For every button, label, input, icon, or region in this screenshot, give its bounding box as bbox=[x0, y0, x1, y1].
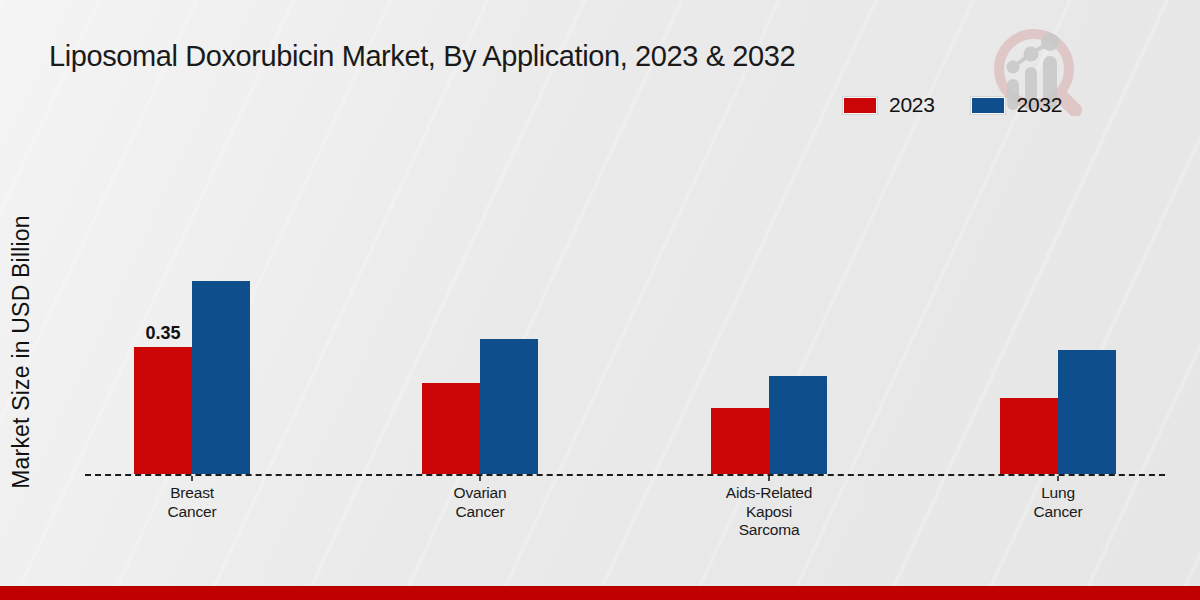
bar-2023-ovarian-cancer bbox=[422, 383, 480, 474]
category-label: Lung Cancer bbox=[973, 484, 1143, 521]
bar-2023-aids-related-kaposi-sarcoma bbox=[711, 408, 769, 474]
bar-2032-aids-related-kaposi-sarcoma bbox=[769, 376, 827, 474]
bar-value-label: 0.35 bbox=[145, 323, 180, 343]
bar-2032-lung-cancer bbox=[1058, 350, 1116, 474]
bar-2023-breast-cancer bbox=[134, 347, 192, 474]
x-axis-tick bbox=[1057, 476, 1059, 481]
category-label: Ovarian Cancer bbox=[395, 484, 565, 521]
category-label: Breast Cancer bbox=[107, 484, 277, 521]
bar-2023-lung-cancer bbox=[1000, 398, 1058, 474]
bar-2032-ovarian-cancer bbox=[480, 339, 538, 474]
plot-area: Breast Cancer Ovarian Cancer Aids-Related … bbox=[0, 0, 1200, 600]
x-axis-tick bbox=[191, 476, 193, 481]
bar-2032-breast-cancer bbox=[192, 281, 250, 474]
x-axis-baseline bbox=[85, 474, 1165, 476]
category-label: Aids-Related Kaposi Sarcoma bbox=[684, 484, 854, 540]
x-axis-tick bbox=[768, 476, 770, 481]
x-axis-tick bbox=[479, 476, 481, 481]
footer-accent-bar bbox=[0, 586, 1200, 600]
